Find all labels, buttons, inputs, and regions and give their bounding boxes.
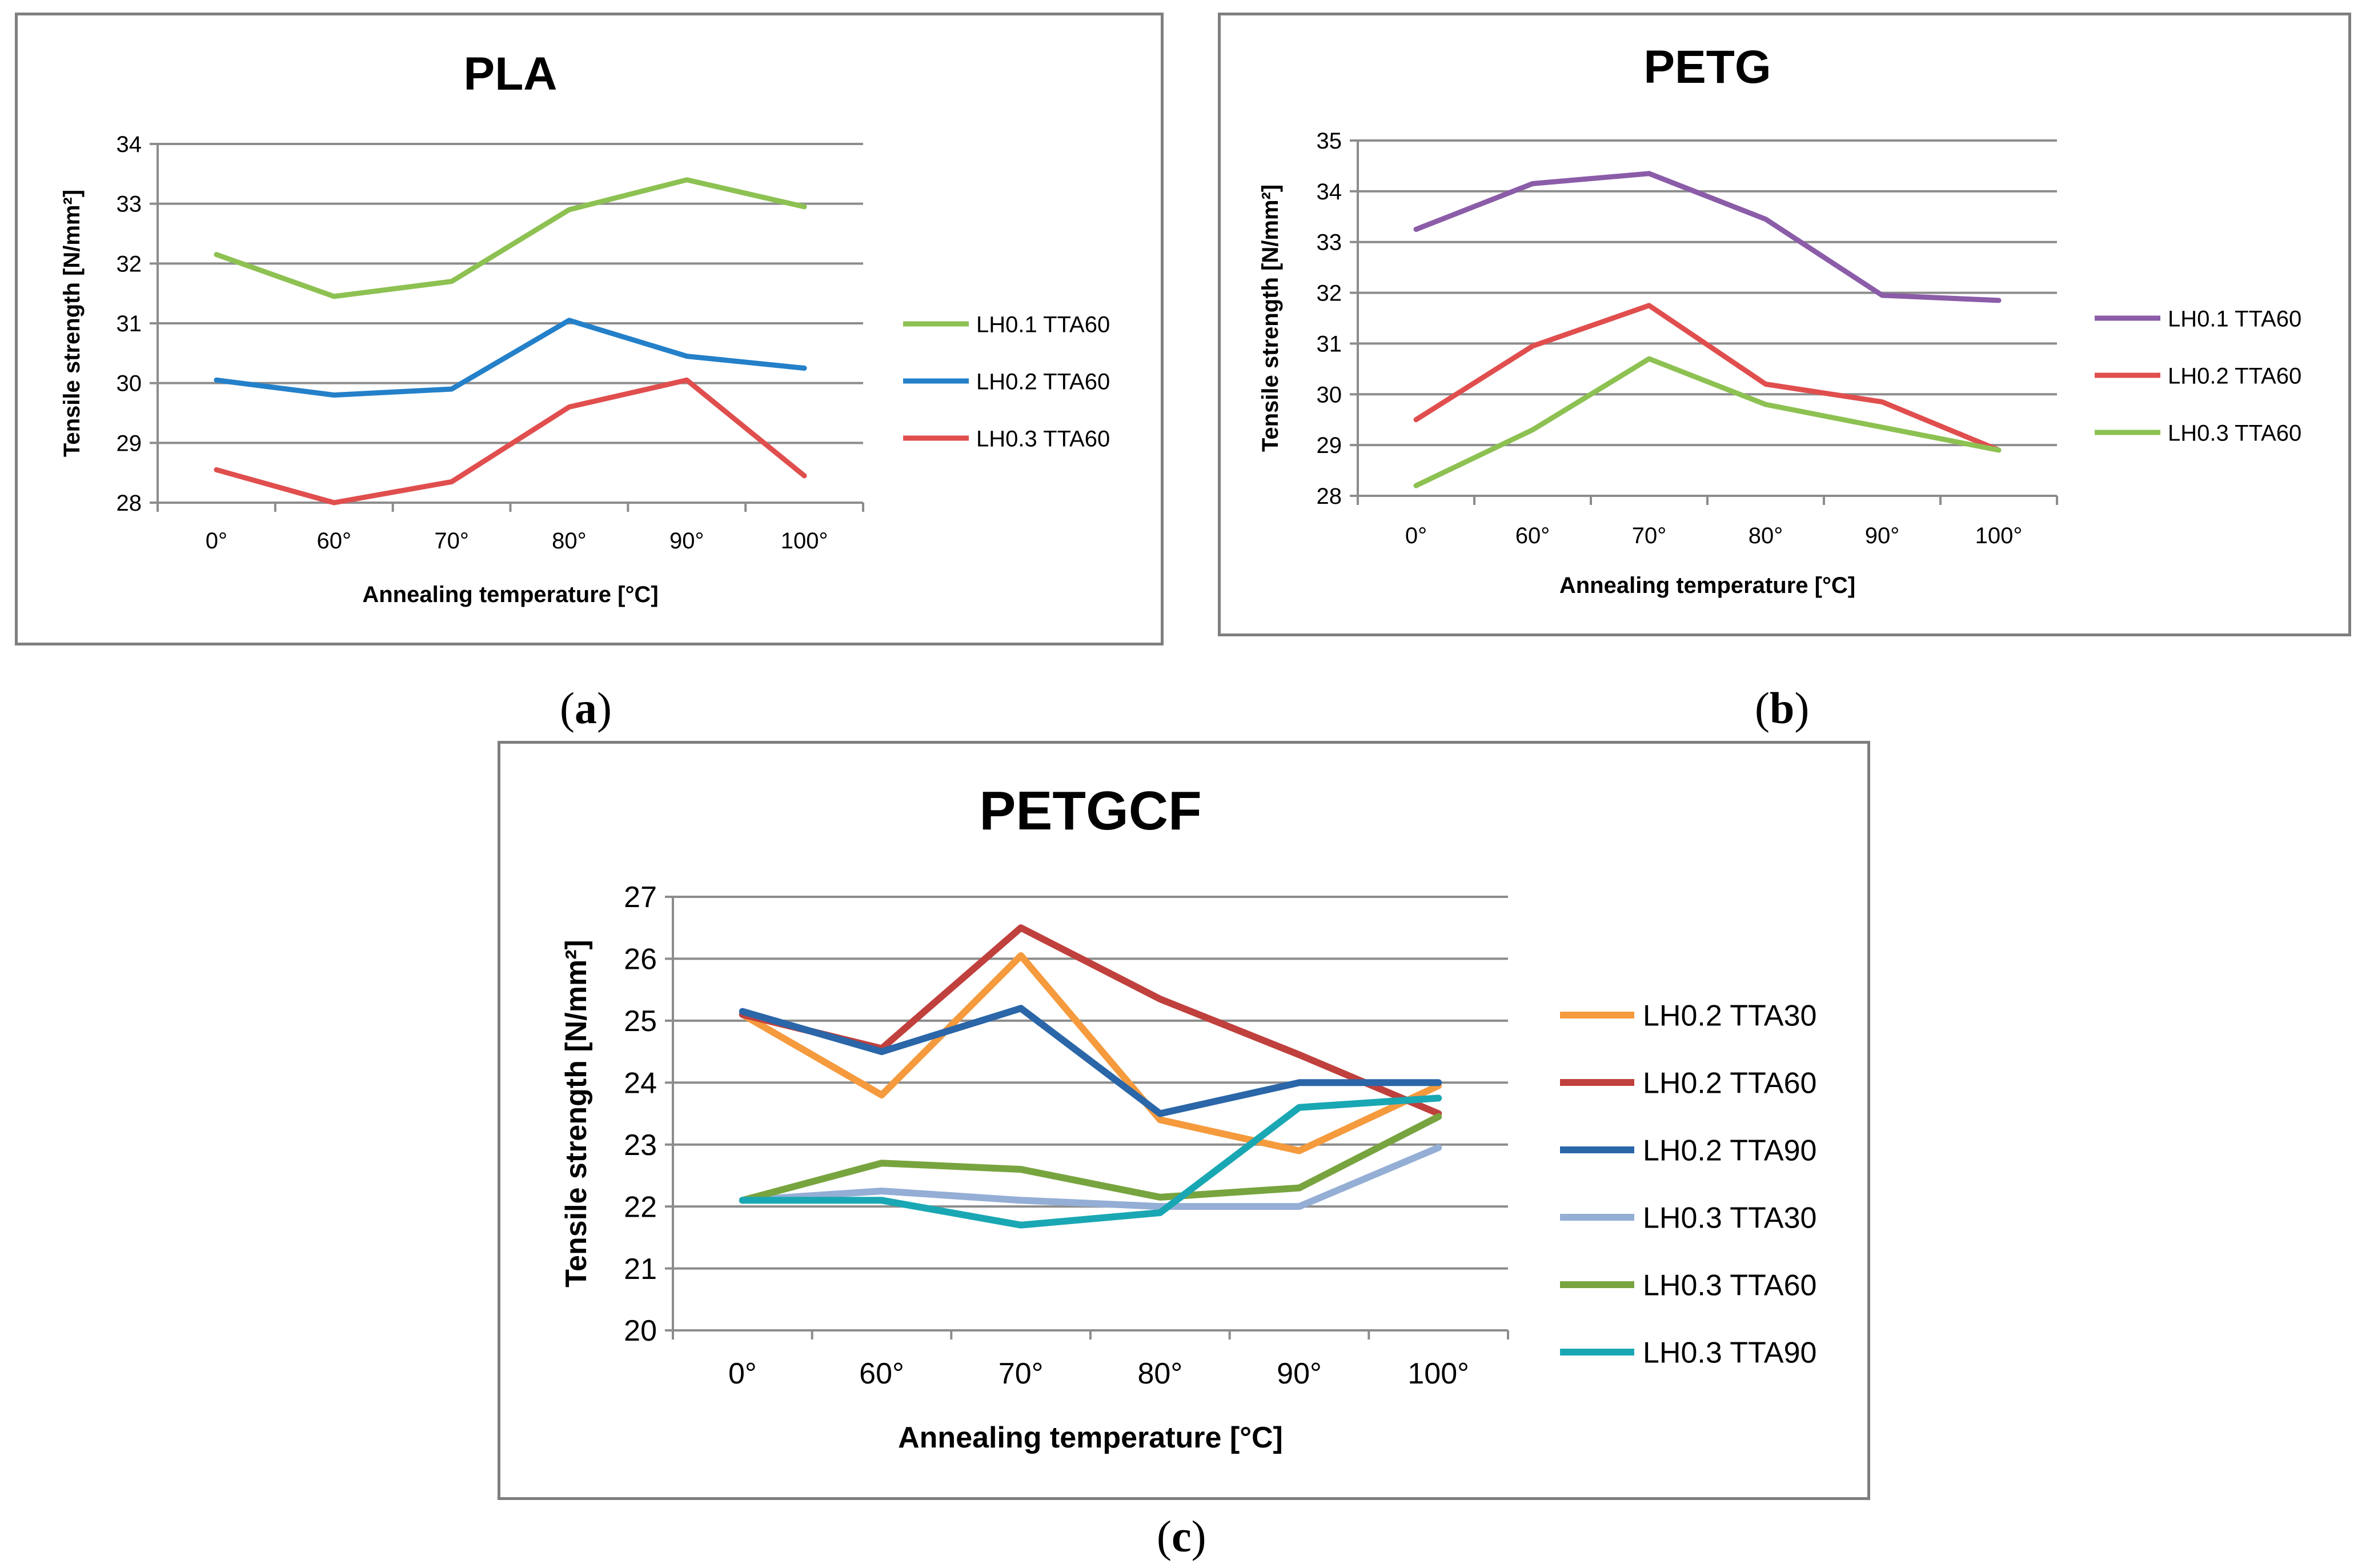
y-tick-label: 29 (117, 431, 142, 456)
y-tick-label: 33 (117, 192, 142, 217)
series-line-lh0-2-tta60 (214, 318, 807, 398)
caption-a: (a) (560, 683, 612, 733)
caption-c: (c) (1157, 1511, 1206, 1561)
legend-label: LH0.3 TTA60 (2168, 420, 2301, 446)
y-tick-label: 24 (624, 1066, 657, 1100)
y-axis-label: Tensile strength [N/mm²] (560, 940, 593, 1288)
y-tick-label: 28 (117, 491, 142, 516)
x-axis-label: Annealing temperature [°C] (1559, 573, 1855, 598)
x-axis-label: Annealing temperature [°C] (362, 582, 658, 607)
y-tick-label: 31 (1317, 331, 1342, 356)
x-tick-label: 90° (1865, 523, 1900, 548)
y-tick-label: 31 (117, 311, 142, 336)
x-tick-label: 70° (1632, 523, 1667, 548)
x-tick-label: 90° (669, 528, 704, 554)
y-tick-label: 32 (1317, 281, 1342, 306)
legend-label: LH0.2 TTA60 (2168, 363, 2301, 388)
chart-pla: PLA 28 29 30 31 32 33 34 0° 60° 70° 80° 90° 100° Annea… (59, 48, 1110, 607)
legend-label: LH0.1 TTA60 (2168, 306, 2301, 331)
y-tick-label: 23 (624, 1129, 657, 1162)
chart-panel-petg: PETG 28 29 30 31 32 33 34 35 0° 60° 70° 80° 90° 100° An… (1218, 13, 2351, 636)
y-tick-label: 34 (117, 132, 142, 157)
legend-label: LH0.2 TTA30 (1643, 1000, 1816, 1033)
legend-label: LH0.1 TTA60 (976, 312, 1110, 337)
legend-label: LH0.2 TTA60 (976, 369, 1110, 394)
y-tick-label: 33 (1317, 230, 1342, 255)
legend-label: LH0.2 TTA60 (1643, 1067, 1816, 1100)
series-line-lh0-3-tta60 (214, 377, 807, 506)
x-tick-label: 60° (317, 528, 352, 554)
x-tick-label: 0° (206, 528, 227, 554)
caption-b: (b) (1755, 683, 1810, 733)
chart-petgcf: PETGCF 20 21 22 23 24 25 26 27 0° 60° 70° 80° 90° 100°… (560, 780, 1816, 1454)
series-line-lh0-2-tta60 (1413, 303, 2002, 453)
y-tick-label: 22 (624, 1190, 657, 1224)
series-line-lh0-3-tta60 (1413, 356, 2002, 488)
y-tick-label: 29 (1317, 433, 1342, 458)
y-tick-label: 26 (624, 943, 657, 976)
x-tick-label: 60° (1515, 523, 1550, 548)
x-tick-label: 80° (1749, 523, 1783, 548)
legend-label: LH0.2 TTA90 (1643, 1134, 1816, 1168)
y-tick-label: 28 (1317, 484, 1342, 509)
x-tick-label: 100° (781, 528, 828, 554)
y-axis-label: Tensile strength [N/mm²] (1258, 185, 1283, 452)
y-tick-label: 21 (624, 1253, 657, 1286)
series-line-lh0-3-tta60 (739, 1113, 1442, 1204)
x-tick-label: 60° (859, 1357, 904, 1390)
chart-panel-petgcf: PETGCF 20 21 22 23 24 25 26 27 0° 60° 70° 80° 90° 100°… (498, 741, 1870, 1500)
x-tick-label: 100° (1975, 523, 2023, 548)
y-tick-label: 27 (624, 881, 657, 914)
x-tick-label: 0° (728, 1357, 757, 1390)
x-tick-label: 0° (1405, 523, 1427, 548)
x-axis-label: Annealing temperature [°C] (898, 1421, 1283, 1454)
series-line-lh0-3-tta30 (739, 1144, 1442, 1210)
chart-title-petgcf: PETGCF (979, 780, 1201, 841)
y-tick-label: 20 (624, 1314, 657, 1348)
x-tick-label: 90° (1277, 1357, 1322, 1390)
series-line-lh0-1-tta60 (214, 177, 807, 299)
series-line-lh0-1-tta60 (1413, 171, 2002, 303)
legend-label: LH0.3 TTA90 (1643, 1337, 1816, 1370)
x-tick-label: 100° (1407, 1357, 1469, 1390)
legend-label: LH0.3 TTA60 (976, 426, 1110, 451)
legend-label: LH0.3 TTA60 (1643, 1269, 1816, 1302)
x-tick-label: 80° (1138, 1357, 1183, 1390)
series-line-lh0-2-tta90 (739, 1005, 1442, 1117)
x-tick-label: 70° (998, 1357, 1044, 1390)
series-line-lh0-3-tta90 (739, 1094, 1442, 1229)
y-tick-label: 30 (117, 371, 142, 396)
chart-petg: PETG 28 29 30 31 32 33 34 35 0° 60° 70° 80° 90° 100° An… (1258, 41, 2301, 598)
chart-panel-pla: PLA 28 29 30 31 32 33 34 0° 60° 70° 80° 90° 100° Annea… (15, 13, 1164, 645)
y-tick-label: 32 (117, 251, 142, 276)
y-axis-label: Tensile strength [N/mm²] (59, 190, 85, 457)
chart-title-pla: PLA (464, 48, 558, 100)
y-tick-label: 30 (1317, 382, 1342, 407)
x-tick-label: 80° (552, 528, 587, 554)
legend-label: LH0.3 TTA30 (1643, 1202, 1816, 1235)
x-tick-label: 70° (434, 528, 469, 554)
chart-title-petg: PETG (1643, 41, 1771, 93)
y-tick-label: 25 (624, 1005, 657, 1038)
y-tick-label: 34 (1317, 179, 1342, 204)
series-line-lh0-2-tta30 (739, 952, 1442, 1154)
y-tick-label: 35 (1317, 129, 1342, 154)
